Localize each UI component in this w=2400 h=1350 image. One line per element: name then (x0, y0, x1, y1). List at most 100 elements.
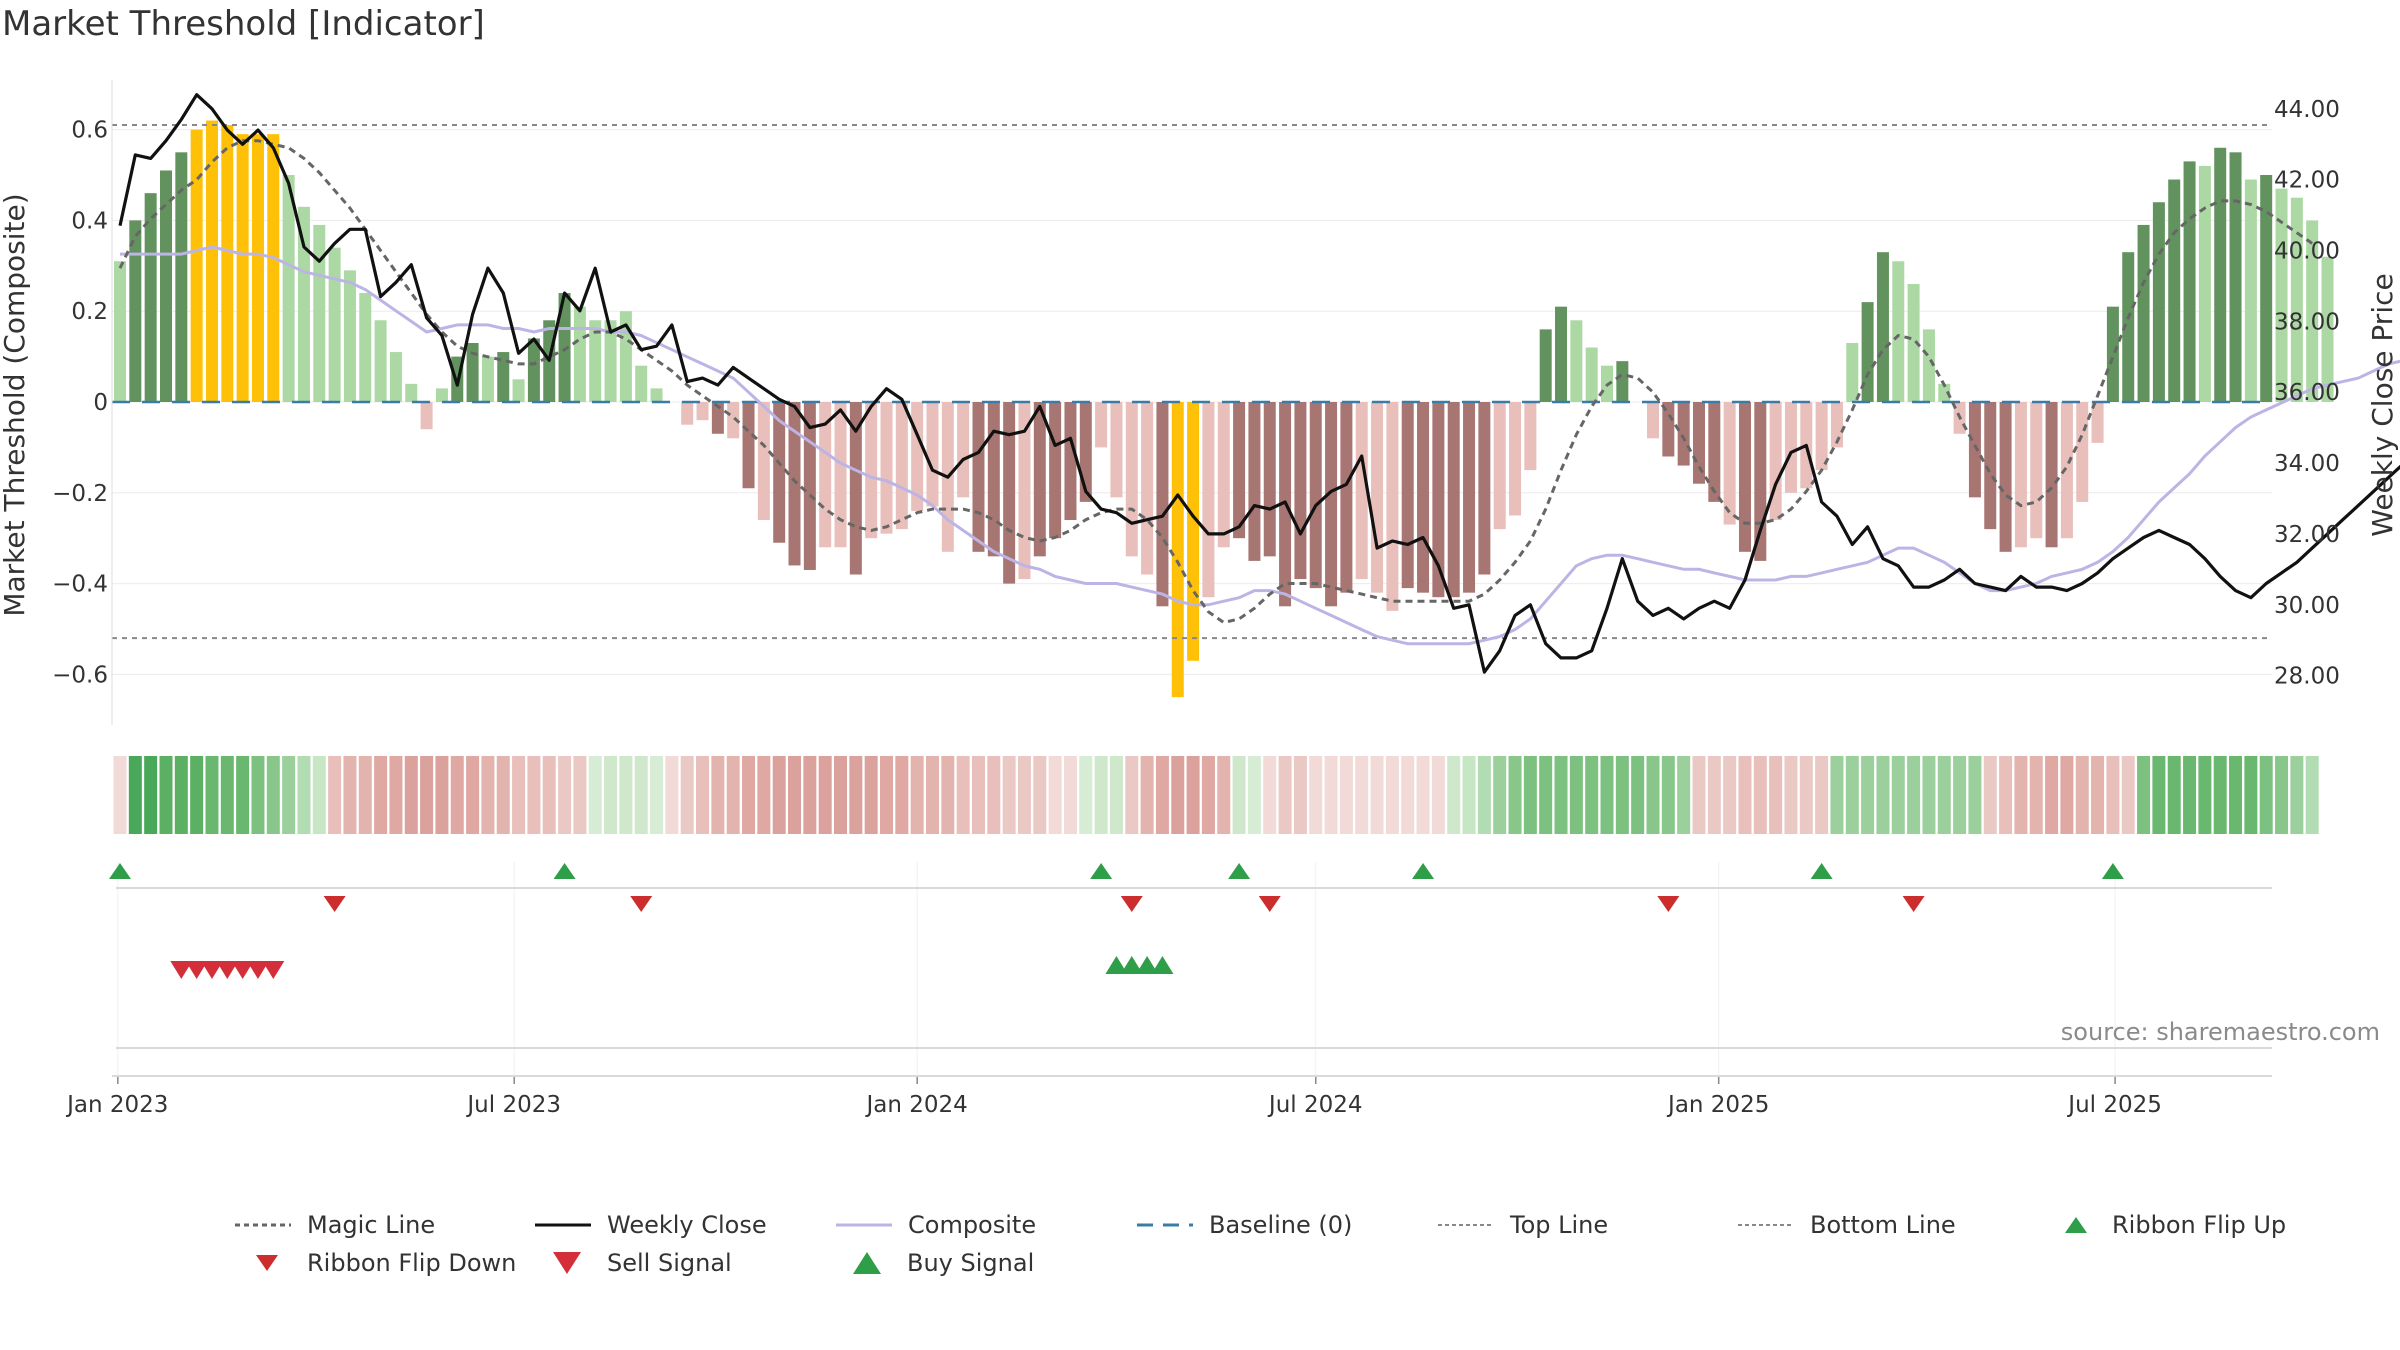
ribbon-cell (2091, 756, 2105, 834)
histogram-bar (2260, 175, 2273, 402)
x-tick-label: Jul 2024 (1267, 1092, 1363, 1118)
ribbon-cell (435, 756, 449, 834)
ribbon-cell (1677, 756, 1691, 834)
ribbon-cell (1569, 756, 1583, 834)
x-tick-label: Jul 2023 (465, 1092, 561, 1118)
ribbon-cell (2075, 756, 2089, 834)
right-tick-label: 32.00 (2274, 522, 2340, 548)
ribbon-flip-up-marker (553, 863, 576, 879)
ribbon-cell (1508, 756, 1522, 834)
histogram-bar (757, 402, 770, 521)
histogram-bar (2106, 306, 2119, 402)
histogram-bar (1401, 402, 1414, 589)
histogram-bar (1263, 402, 1276, 557)
ribbon-cell (2045, 756, 2059, 834)
ribbon-cell (1462, 756, 1476, 834)
histogram-bar (175, 152, 188, 402)
ribbon-cell (1845, 756, 1859, 834)
histogram-bar (1125, 402, 1138, 557)
ribbon-cell (297, 756, 311, 834)
ribbon-cell (834, 756, 848, 834)
ribbon-cell (2029, 756, 2043, 834)
histogram-bar (696, 402, 709, 421)
right-axis-title: Weekly Close Price (2366, 273, 2399, 536)
ribbon-cell (1830, 756, 1844, 834)
ribbon-cell (619, 756, 633, 834)
sell-signal-marker (200, 961, 223, 979)
ribbon-cell (343, 756, 357, 834)
histogram-bar (2244, 179, 2257, 402)
ribbon-cell (144, 756, 158, 834)
histogram-bar (558, 293, 571, 402)
left-tick-label: 0.4 (71, 208, 108, 234)
histogram-bar (481, 356, 494, 402)
histogram-bar (2045, 402, 2058, 548)
price-lines (112, 93, 2400, 674)
left-tick-label: 0 (93, 390, 108, 416)
histogram-bar (1202, 402, 1215, 598)
ribbon-cell (113, 756, 127, 834)
ribbon-cell (512, 756, 526, 834)
ribbon-cell (1891, 756, 1905, 834)
ribbon-cell (1324, 756, 1338, 834)
histogram-bar (1769, 402, 1782, 521)
right-tick-label: 38.00 (2274, 309, 2340, 335)
ribbon-cell (726, 756, 740, 834)
histogram-bar (573, 306, 586, 402)
legend-label: Composite (908, 1211, 1036, 1239)
ribbon-cell (2137, 756, 2151, 834)
ribbon-flip-up-marker (109, 863, 131, 879)
ribbon-cell (2060, 756, 2074, 834)
trend-ribbon (113, 756, 2319, 834)
legend-symbol (853, 1252, 881, 1274)
histogram-bar (834, 402, 847, 548)
legend-label: Sell Signal (607, 1249, 732, 1277)
ribbon-cell (450, 756, 464, 834)
histogram-bar (297, 206, 310, 402)
histogram-bar (1570, 320, 1583, 402)
buy-signal-marker (1136, 956, 1159, 974)
ribbon-cell (205, 756, 219, 834)
ribbon-cell (1554, 756, 1568, 834)
ribbon-cell (1048, 756, 1062, 834)
histogram-bar (282, 175, 295, 402)
ribbon-cell (358, 756, 372, 834)
left-axis-title: Market Threshold (Composite) (0, 193, 31, 616)
histogram-bar (1555, 306, 1568, 402)
ribbon-cell (2014, 756, 2028, 834)
histogram-bar (727, 402, 740, 439)
histogram-bar (1003, 402, 1016, 584)
ribbon-cell (2183, 756, 2197, 834)
histogram-bar (1417, 402, 1430, 593)
histogram-bar (1141, 402, 1154, 575)
sell-signal-marker (262, 961, 285, 979)
ribbon-cell (788, 756, 802, 834)
ribbon-cell (1033, 756, 1047, 834)
histogram-bar (1815, 402, 1828, 471)
ribbon-cell (374, 756, 388, 834)
ribbon-cell (2213, 756, 2227, 834)
histogram-bar (359, 293, 372, 402)
ribbon-cell (1953, 756, 1967, 834)
histogram-bar (389, 352, 402, 402)
ribbon-cell (1186, 756, 1200, 834)
histogram-bar (2091, 402, 2104, 443)
ribbon-cell (558, 756, 572, 834)
ribbon-cell (2167, 756, 2181, 834)
sell-signal-marker (216, 961, 239, 979)
ribbon-cell (1477, 756, 1491, 834)
histogram-bar (374, 320, 387, 402)
histogram-bar (2122, 252, 2135, 402)
ribbon-cell (849, 756, 863, 834)
ribbon-cell (481, 756, 495, 834)
ribbon-cell (1861, 756, 1875, 834)
histogram-bar (788, 402, 801, 566)
ribbon-cell (1769, 756, 1783, 834)
histogram-bar (1524, 402, 1537, 471)
ribbon-cell (2152, 756, 2166, 834)
histogram-bar (1371, 402, 1384, 593)
ribbon-flip-up-marker (1810, 863, 1833, 879)
ribbon-cell (527, 756, 541, 834)
histogram-bar (466, 342, 479, 402)
